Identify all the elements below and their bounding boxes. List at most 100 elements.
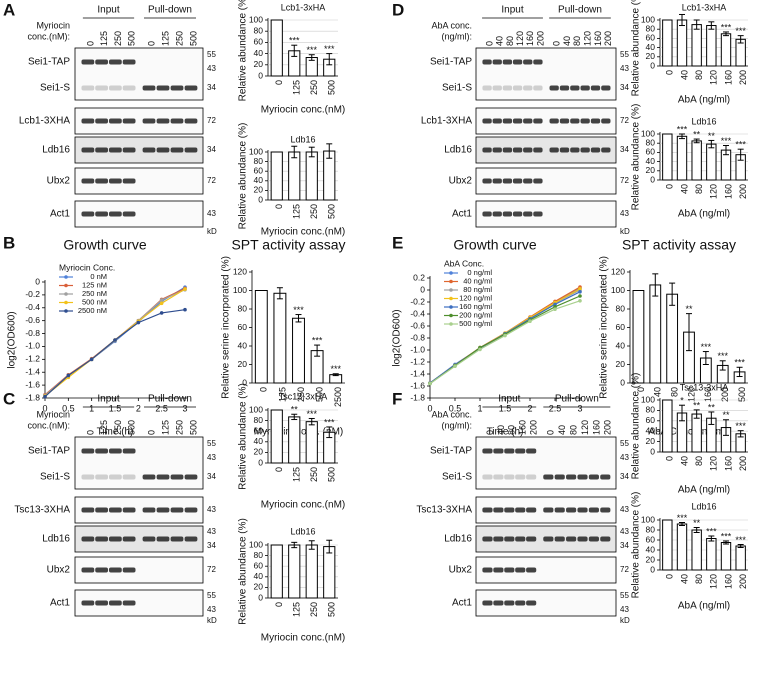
significance: *** xyxy=(677,513,688,523)
band xyxy=(504,600,515,606)
band xyxy=(533,59,543,65)
y-tick-label: 40 xyxy=(254,571,264,581)
row-label: Ubx2 xyxy=(47,176,71,187)
band xyxy=(526,507,537,513)
band xyxy=(559,147,570,153)
significance: ** xyxy=(693,518,701,528)
band xyxy=(543,507,554,513)
bar xyxy=(270,544,283,599)
y-tick-label: 0 xyxy=(650,446,655,456)
y-tick-label: -1.2 xyxy=(25,354,40,364)
band xyxy=(570,147,580,153)
band xyxy=(601,147,611,153)
y-tick-label: -1.4 xyxy=(410,368,425,378)
lane-label: 200 xyxy=(529,420,539,435)
bar xyxy=(720,33,732,67)
x-tick-label: 200 xyxy=(738,456,748,471)
band xyxy=(570,85,580,91)
row-label: Ldb16 xyxy=(444,145,472,156)
x-tick-label: 2 xyxy=(136,403,141,413)
band xyxy=(590,85,601,91)
row-label: Sei1-TAP xyxy=(430,446,472,457)
band xyxy=(81,567,95,573)
y-tick-label: -1.8 xyxy=(410,392,425,402)
band xyxy=(95,118,109,124)
band xyxy=(482,600,493,606)
lane-label: 0 xyxy=(85,430,95,435)
y-tick-label: 80 xyxy=(254,550,264,560)
band xyxy=(122,85,136,91)
x-axis-label: AbA (ng/ml) xyxy=(678,601,730,612)
x-tick-label: 0 xyxy=(259,387,269,392)
x-axis-label: AbA Conc. (ng/ml) xyxy=(648,427,729,438)
legend-marker xyxy=(64,309,68,313)
y-tick-label: 0 xyxy=(242,377,247,387)
y-tick-label: 80 xyxy=(254,415,264,425)
y-tick-label: 20 xyxy=(254,447,264,457)
band xyxy=(601,118,611,124)
band xyxy=(170,147,184,153)
y-tick-label: -1.0 xyxy=(25,341,40,351)
y-tick-label: 40 xyxy=(238,340,248,350)
band xyxy=(95,600,109,606)
band xyxy=(512,178,523,184)
y-tick-label: 0.2 xyxy=(413,272,425,282)
point xyxy=(43,394,47,399)
band xyxy=(95,448,109,454)
lane-group-label: Input xyxy=(498,394,520,405)
row-label: Act1 xyxy=(452,209,472,220)
mw-marker: 34 xyxy=(620,83,629,92)
panel-letter: D xyxy=(392,0,404,19)
band xyxy=(523,118,533,124)
band xyxy=(108,507,122,513)
condition-label: (ng/ml): xyxy=(441,420,472,430)
y-tick-label: 80 xyxy=(646,23,656,33)
point xyxy=(159,301,164,306)
x-tick-label: 160 xyxy=(723,70,733,85)
lane-label: 40 xyxy=(495,36,505,46)
chart-title: Lcb1-3xHA xyxy=(281,2,326,12)
band xyxy=(142,147,156,153)
band xyxy=(95,85,109,91)
point xyxy=(578,287,582,291)
chart-title: Ldb16 xyxy=(691,116,716,126)
chart-title: Growth curve xyxy=(63,237,146,253)
band xyxy=(156,85,170,91)
band xyxy=(512,118,523,124)
y-tick-label: 80 xyxy=(238,303,248,313)
lane-label: 120 xyxy=(583,31,593,46)
band xyxy=(504,448,515,454)
band xyxy=(122,147,136,153)
x-tick-label: 0 xyxy=(665,184,675,189)
significance: *** xyxy=(324,44,335,54)
lane-label: 125 xyxy=(99,420,109,435)
chart-title: Ldb16 xyxy=(691,501,716,511)
row-label: Lcb1-3XHA xyxy=(421,116,472,127)
significance: *** xyxy=(721,136,732,146)
x-axis-label: Myriocin conc.(nM) xyxy=(261,633,345,644)
band xyxy=(512,211,523,217)
x-tick-label: 250 xyxy=(309,80,319,95)
y-tick-label: 60 xyxy=(254,37,264,47)
band xyxy=(156,474,170,480)
bar xyxy=(691,413,702,453)
band xyxy=(81,147,95,153)
lane-label: 200 xyxy=(603,31,613,46)
y-tick-label: 20 xyxy=(238,359,248,369)
y-tick-label: 0 xyxy=(258,194,263,204)
row-label: Ubx2 xyxy=(449,176,473,187)
y-tick-label: 20 xyxy=(254,185,264,195)
band xyxy=(523,85,533,91)
band xyxy=(502,211,513,217)
bar xyxy=(288,151,301,201)
x-tick-label: 1 xyxy=(89,403,94,413)
row-label: Sei1-S xyxy=(442,83,472,94)
y-tick-label: 40 xyxy=(646,42,656,52)
y-tick-label: 60 xyxy=(254,165,264,175)
band xyxy=(526,474,537,480)
x-axis-label: AbA (ng/ml) xyxy=(678,485,730,496)
x-tick-label: 500 xyxy=(327,602,337,617)
band xyxy=(122,474,136,480)
band xyxy=(170,507,184,513)
x-tick-label: 0 xyxy=(42,403,47,413)
